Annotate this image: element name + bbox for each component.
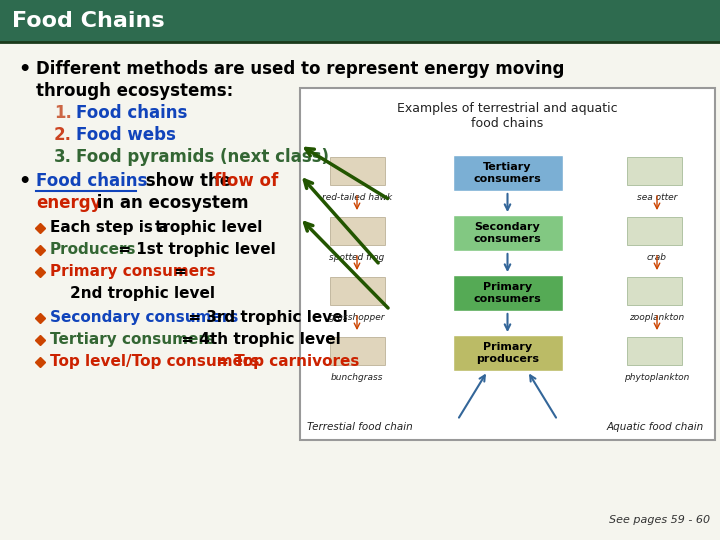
Text: 2nd trophic level: 2nd trophic level [70,286,215,301]
Text: •: • [18,60,30,79]
Text: Primary
producers: Primary producers [476,342,539,364]
Bar [452,275,562,311]
Text: = 3rd trophic level: = 3rd trophic level [183,310,348,325]
Text: 1.: 1. [54,104,72,122]
Text: Different methods are used to represent energy moving: Different methods are used to represent … [36,60,564,78]
Bar [627,157,682,185]
Text: = Top carnivores: = Top carnivores [211,354,359,369]
Text: •: • [18,172,30,191]
Text: Primary
consumers: Primary consumers [474,282,541,304]
Text: See pages 59 - 60: See pages 59 - 60 [609,515,710,525]
Bar [0,0,720,42]
Text: grasshopper: grasshopper [329,313,385,322]
Bar [330,337,385,365]
Text: zooplankton: zooplankton [629,313,685,322]
Bar [452,155,562,191]
Text: spotted frog: spotted frog [329,253,384,262]
Text: through ecosystems:: through ecosystems: [36,82,233,100]
Text: phytoplankton: phytoplankton [624,373,690,382]
Text: Food Chains: Food Chains [12,11,165,31]
Bar [452,215,562,251]
Text: Top level/Top consumers: Top level/Top consumers [50,354,259,369]
Text: Terrestial food chain: Terrestial food chain [307,422,413,432]
Text: Food chains: Food chains [76,104,187,122]
Bar [330,157,385,185]
Text: = 1st trophic level: = 1st trophic level [113,242,276,257]
Text: Examples of terrestrial and aquatic
food chains: Examples of terrestrial and aquatic food… [397,102,618,130]
Bar [627,277,682,305]
Text: =: = [169,264,187,279]
Text: Each step is a: Each step is a [50,220,174,235]
Text: crab: crab [647,253,667,262]
Text: Tertiary
consumers: Tertiary consumers [474,162,541,184]
Text: 3.: 3. [54,148,72,166]
Text: Producers: Producers [50,242,137,257]
Text: flow of: flow of [214,172,278,190]
Bar [330,277,385,305]
Text: Primary consumers: Primary consumers [50,264,215,279]
Text: Secondary consumers: Secondary consumers [50,310,238,325]
Bar [300,88,715,440]
Bar [452,335,562,371]
Text: in an ecosystem: in an ecosystem [91,194,248,212]
Text: red-tailed hawk: red-tailed hawk [322,193,392,202]
Text: Secondary
consumers: Secondary consumers [474,222,541,244]
Text: Aquatic food chain: Aquatic food chain [606,422,703,432]
Bar [627,337,682,365]
Text: 2.: 2. [54,126,72,144]
Text: = 4th trophic level: = 4th trophic level [176,332,341,347]
Bar [627,217,682,245]
Text: show the: show the [140,172,237,190]
Text: Food pyramids (next class): Food pyramids (next class) [76,148,329,166]
Text: Food chains: Food chains [36,172,148,190]
Text: bunchgrass: bunchgrass [330,373,383,382]
Text: energy: energy [36,194,102,212]
Text: Food webs: Food webs [76,126,176,144]
Text: trophic level: trophic level [155,220,262,235]
Text: Tertiary consumers: Tertiary consumers [50,332,215,347]
Bar [330,217,385,245]
Text: sea otter: sea otter [636,193,678,202]
